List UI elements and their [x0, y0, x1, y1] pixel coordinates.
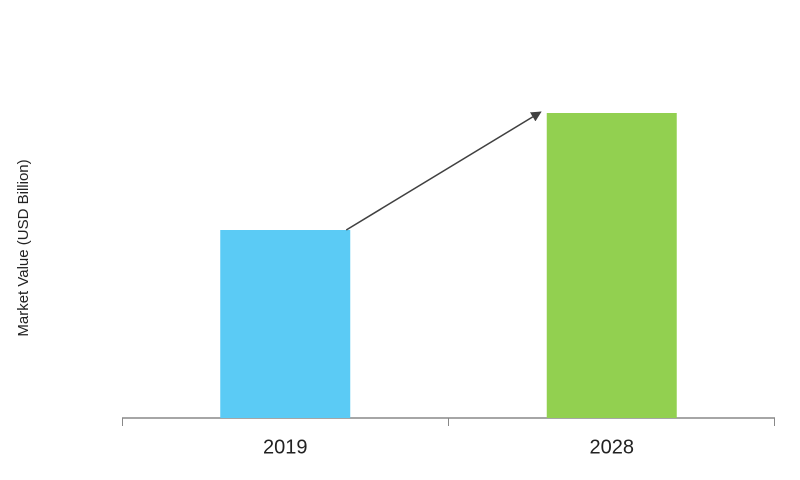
bar: [220, 230, 351, 418]
x-tick-label: 2028: [590, 436, 635, 458]
growth-arrow: [345, 111, 542, 231]
bar: [546, 113, 677, 418]
y-axis-label: Market Value (USD Billion): [15, 159, 32, 336]
x-tick-label: 2019: [263, 436, 308, 458]
